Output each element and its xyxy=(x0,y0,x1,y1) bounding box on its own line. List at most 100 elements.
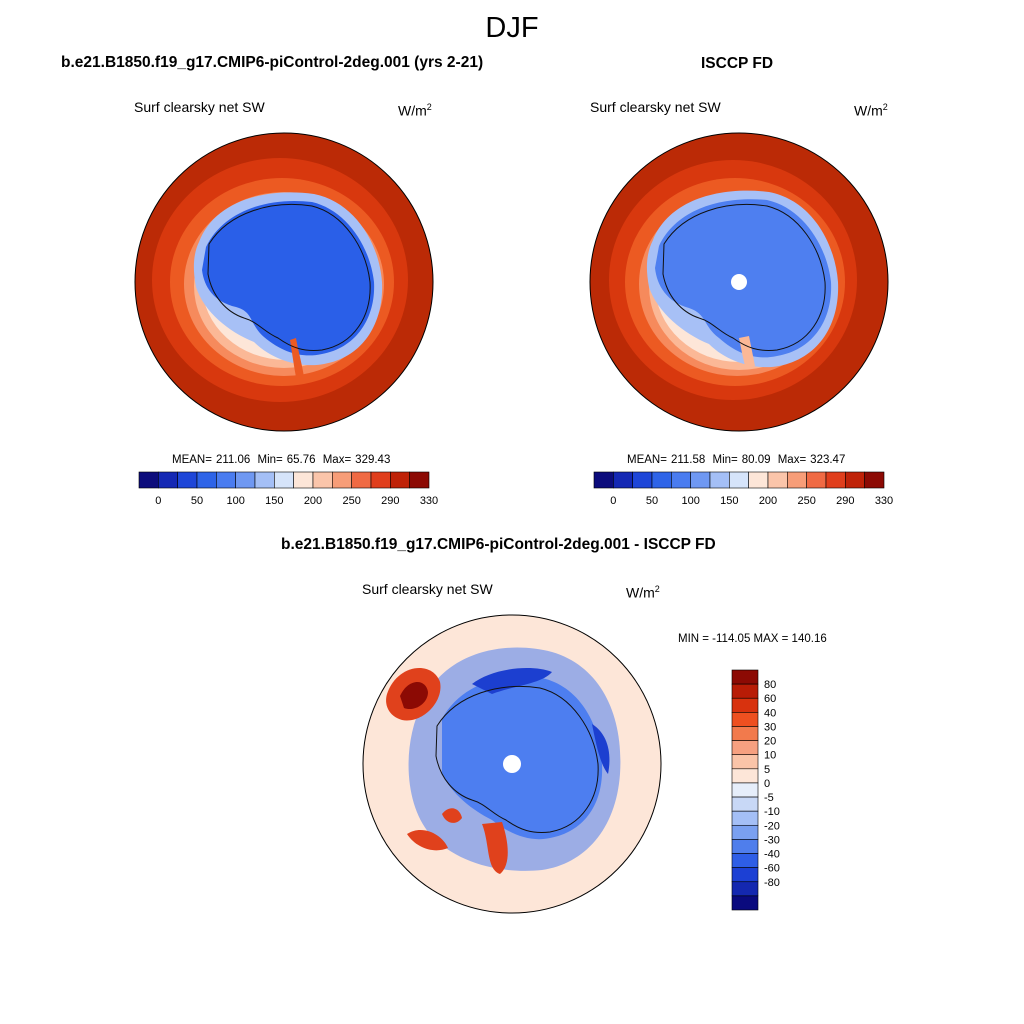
obs-polar-map xyxy=(589,132,889,432)
ross-ice-shelf-anomaly xyxy=(739,336,755,366)
colorbar-tick-label: 30 xyxy=(764,721,776,733)
colorbar-swatch xyxy=(332,471,352,489)
colorbar-swatch xyxy=(731,697,759,713)
model-polar-map xyxy=(134,132,434,432)
colorbar-tick-label: 0 xyxy=(764,778,770,790)
colorbar-tick-label: 100 xyxy=(226,495,244,507)
colorbar-tick-label: 330 xyxy=(420,495,438,507)
colorbar-tick-label: -20 xyxy=(764,820,780,832)
coastline xyxy=(435,686,599,833)
colorbar-swatch xyxy=(731,726,759,741)
colorbar-tick-label: 50 xyxy=(191,495,203,507)
colorbar-tick-label: 150 xyxy=(720,495,738,507)
colorbar-swatch xyxy=(709,471,730,489)
colorbar-swatch xyxy=(293,471,314,489)
colorbar-tick-label: -5 xyxy=(764,792,774,804)
colorbar-tick-label: 5 xyxy=(764,764,770,776)
map-border xyxy=(362,614,662,914)
colorbar-tick-label: 0 xyxy=(155,495,161,507)
colorbar-tick-label: 200 xyxy=(759,495,777,507)
map-border xyxy=(134,132,434,432)
ice-sheet-negative-anomaly xyxy=(442,676,603,840)
colorbar-tick-label: -30 xyxy=(764,834,780,846)
map-border xyxy=(589,132,889,432)
colorbar-tick-label: 20 xyxy=(764,736,776,748)
colorbar-tick-label: 40 xyxy=(764,707,776,719)
coastline xyxy=(662,204,826,351)
season-title: DJF xyxy=(485,12,539,44)
model-stats: MEAN= 211.06 Min= 65.76 Max= 329.43 xyxy=(172,454,391,466)
diff-units: W/m2 xyxy=(626,584,660,601)
colorbar-tick-label: -80 xyxy=(764,877,780,889)
colorbar-swatch xyxy=(158,471,178,489)
colorbar-swatch xyxy=(731,796,759,812)
colorbar-tick-label: 250 xyxy=(797,495,815,507)
colorbar-swatch xyxy=(731,740,759,756)
colorbar-tick-label: 50 xyxy=(646,495,658,507)
positive-anomaly-small xyxy=(442,808,462,823)
colorbar-swatch xyxy=(138,471,159,489)
colorbar-swatch xyxy=(825,471,846,489)
colorbar-tick-label: 10 xyxy=(764,750,776,762)
colorbar-swatch xyxy=(731,754,759,770)
diff-variable-label: Surf clearsky net SW xyxy=(362,581,493,597)
colorbar-tick-label: 330 xyxy=(875,495,893,507)
colorbar-swatch xyxy=(731,824,759,840)
colorbar-swatch xyxy=(409,471,430,489)
colorbar-swatch xyxy=(235,471,256,489)
obs-colorbar: 0 50 100 150 200 250 290 330 xyxy=(593,471,893,507)
pole-hole xyxy=(731,274,747,290)
colorbar-swatch xyxy=(651,471,672,489)
positive-anomaly-weddell xyxy=(407,829,448,851)
colorbar-tick-label: -60 xyxy=(764,863,780,875)
colorbar-swatch xyxy=(312,471,333,489)
colorbar-swatch xyxy=(731,669,759,685)
colorbar-tick-label: 150 xyxy=(265,495,283,507)
colorbar-swatch xyxy=(845,471,865,489)
ross-ice-shelf-anomaly xyxy=(290,338,304,377)
colorbar-swatch xyxy=(390,471,410,489)
colorbar-swatch xyxy=(731,782,759,798)
colorbar-tick-label: 60 xyxy=(764,693,776,705)
colorbar-swatch xyxy=(748,471,769,489)
colorbar-swatch xyxy=(731,867,759,883)
strong-positive-anomaly xyxy=(400,681,428,710)
strong-negative-anomaly-east xyxy=(592,724,610,774)
colorbar-swatch xyxy=(731,712,759,727)
colorbar-swatch xyxy=(731,895,759,911)
colorbar-swatch xyxy=(632,471,653,489)
diff-panel-title: b.e21.B1850.f19_g17.CMIP6-piControl-2deg… xyxy=(281,536,716,553)
colorbar-swatch xyxy=(864,471,885,489)
colorbar-tick-label: 290 xyxy=(381,495,399,507)
colorbar-swatch xyxy=(690,471,711,489)
colorbar-tick-label: 80 xyxy=(764,679,776,691)
colorbar-swatch xyxy=(731,768,759,784)
colorbar-swatch xyxy=(806,471,827,489)
colorbar-tick-label: 200 xyxy=(304,495,322,507)
diff-minmax: MIN = -114.05 MAX = 140.16 xyxy=(678,633,827,645)
colorbar-swatch xyxy=(196,471,217,489)
colorbar-swatch xyxy=(370,471,391,489)
colorbar-tick-label: 250 xyxy=(342,495,360,507)
colorbar-swatch xyxy=(351,471,372,489)
colorbar-swatch xyxy=(787,471,807,489)
colorbar-swatch xyxy=(254,471,275,489)
model-colorbar: 0 50 100 150 200 250 290 330 xyxy=(138,471,438,507)
colorbar-swatch xyxy=(593,471,614,489)
pole-hole xyxy=(503,755,521,773)
colorbar-swatch xyxy=(731,853,759,868)
colorbar-swatch xyxy=(216,471,236,489)
strong-negative-anomaly xyxy=(472,668,552,694)
diff-polar-map xyxy=(362,614,662,914)
colorbar-swatch xyxy=(729,471,749,489)
colorbar-tick-label: 100 xyxy=(681,495,699,507)
colorbar-swatch xyxy=(767,471,788,489)
obs-panel-title: ISCCP FD xyxy=(701,55,774,72)
model-panel-title: b.e21.B1850.f19_g17.CMIP6-piControl-2deg… xyxy=(61,54,484,71)
model-variable-label: Surf clearsky net SW xyxy=(134,99,265,115)
model-units: W/m2 xyxy=(398,102,432,119)
colorbar-swatch xyxy=(613,471,633,489)
colorbar-swatch xyxy=(177,471,198,489)
obs-stats: MEAN= 211.58 Min= 80.09 Max= 323.47 xyxy=(627,454,846,466)
colorbar-tick-label: 290 xyxy=(836,495,854,507)
